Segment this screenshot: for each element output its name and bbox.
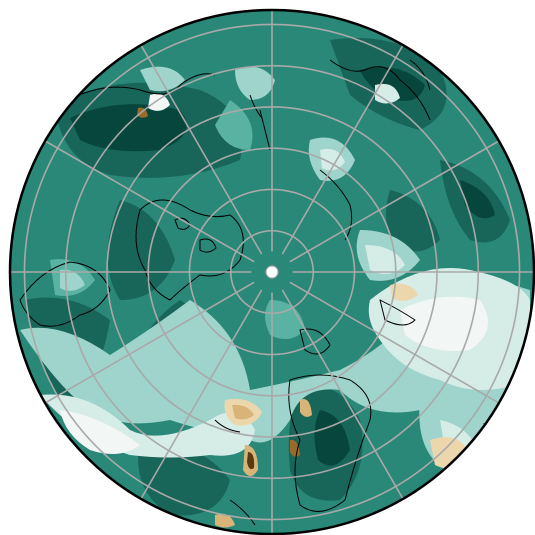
field-region-19 xyxy=(400,296,488,351)
pole-marker xyxy=(265,265,279,279)
field-region-35 xyxy=(232,404,254,420)
meridian-11 xyxy=(281,44,404,255)
meridian-12 xyxy=(289,140,500,263)
field-region-16 xyxy=(40,394,255,458)
field-region-43 xyxy=(290,439,300,457)
field-region-27 xyxy=(375,83,400,104)
field-region-15 xyxy=(20,280,530,443)
field-region-41 xyxy=(215,513,235,528)
meridian-9 xyxy=(140,44,263,255)
coastline-7 xyxy=(379,299,416,326)
graticule xyxy=(10,10,534,534)
map-boundary xyxy=(8,8,535,535)
coastline-3 xyxy=(199,238,217,253)
coastline-14 xyxy=(259,109,271,151)
field-region-10 xyxy=(314,410,350,466)
field-region-24 xyxy=(320,148,345,171)
meridian-8 xyxy=(44,140,255,263)
coastline-9 xyxy=(329,59,431,121)
data-field xyxy=(10,10,534,534)
coastline-11 xyxy=(319,169,353,241)
coastlines xyxy=(19,59,431,526)
meridian-3 xyxy=(281,289,404,500)
meridian-6 xyxy=(44,281,255,404)
field-region-36 xyxy=(300,399,312,417)
coastline-13 xyxy=(229,499,256,526)
coastline-5 xyxy=(299,328,331,355)
field-region-30 xyxy=(265,300,305,339)
field-region-25 xyxy=(140,66,185,92)
coastline-12 xyxy=(214,419,241,433)
coastline-4 xyxy=(19,261,111,327)
coastline-10 xyxy=(409,59,431,91)
field-region-2 xyxy=(70,104,187,152)
coastline-8 xyxy=(59,73,216,106)
field-region-13 xyxy=(386,190,440,252)
field-region-17 xyxy=(60,410,140,454)
field-region-26 xyxy=(148,93,170,111)
meridian-2 xyxy=(289,281,500,404)
field-region-40 xyxy=(247,452,255,470)
field-region-22 xyxy=(235,66,275,100)
meridian-5 xyxy=(140,289,263,500)
field-region-31 xyxy=(215,100,253,150)
coastline-1 xyxy=(135,199,244,301)
field-region-5 xyxy=(107,200,175,300)
coastline-6 xyxy=(288,374,372,512)
field-region-38 xyxy=(390,283,418,301)
field-region-4 xyxy=(360,67,425,101)
field-region-14 xyxy=(138,440,230,516)
